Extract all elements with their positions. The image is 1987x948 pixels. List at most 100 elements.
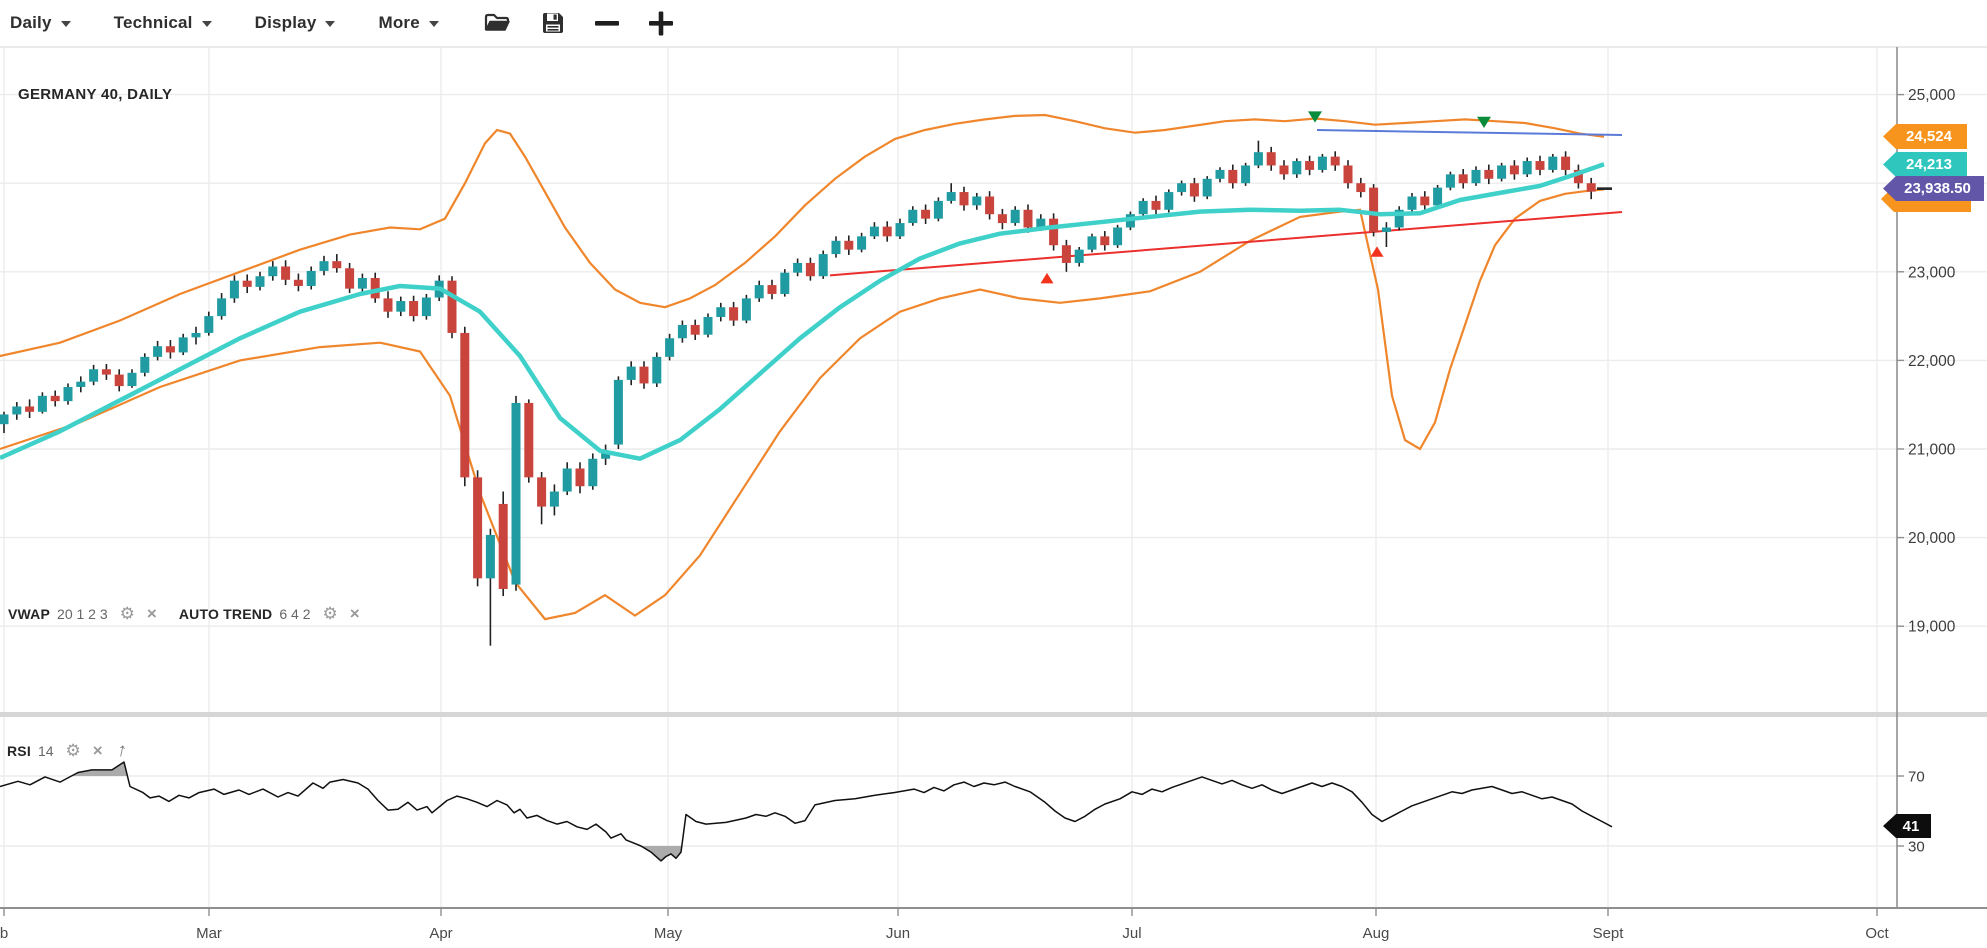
auto-trend-settings-gear-icon[interactable]: ⚙ <box>322 604 338 623</box>
candle-body[interactable] <box>345 268 355 289</box>
candle-body[interactable] <box>229 280 239 299</box>
candle-body[interactable] <box>857 236 867 250</box>
menu-more[interactable]: More <box>378 13 439 33</box>
candle-body[interactable] <box>575 468 585 487</box>
candle-body[interactable] <box>498 503 508 589</box>
candle-body[interactable] <box>844 240 854 250</box>
candle-body[interactable] <box>921 209 931 219</box>
candle-body[interactable] <box>1074 249 1084 263</box>
candle-body[interactable] <box>1228 169 1238 184</box>
candle-body[interactable] <box>959 192 969 206</box>
auto-trend-resistance[interactable] <box>1316 129 1623 137</box>
candle-body[interactable] <box>485 534 495 579</box>
candle-body[interactable] <box>805 262 815 277</box>
candle-body[interactable] <box>140 356 150 373</box>
time-tick-label[interactable]: Jul <box>1122 925 1141 942</box>
candle-body[interactable] <box>869 226 879 237</box>
candle-body[interactable] <box>793 262 803 273</box>
candle-body[interactable] <box>114 374 124 387</box>
candle-body[interactable] <box>1113 227 1123 246</box>
auto-trend-support[interactable] <box>829 210 1623 277</box>
candle-body[interactable] <box>1522 161 1532 175</box>
candles[interactable] <box>0 140 1596 646</box>
candle-body[interactable] <box>12 406 22 415</box>
candle-body[interactable] <box>383 298 393 312</box>
candle-body[interactable] <box>741 298 751 321</box>
candle-body[interactable] <box>76 381 86 387</box>
menu-technical[interactable]: Technical <box>114 13 213 33</box>
candle-body[interactable] <box>255 276 265 287</box>
candle-body[interactable] <box>1010 209 1020 224</box>
menu-display[interactable]: Display <box>255 13 337 33</box>
candle-body[interactable] <box>1561 156 1571 170</box>
candle-body[interactable] <box>306 270 316 286</box>
candle-body[interactable] <box>357 278 367 289</box>
candle-body[interactable] <box>153 346 163 357</box>
candle-body[interactable] <box>895 223 905 237</box>
candle-body[interactable] <box>293 279 303 286</box>
candle-body[interactable] <box>985 196 995 215</box>
candle-body[interactable] <box>716 307 726 317</box>
candle-body[interactable] <box>1164 192 1174 210</box>
candle-body[interactable] <box>1586 183 1596 192</box>
candle-body[interactable] <box>537 477 547 507</box>
candle-body[interactable] <box>1573 169 1583 184</box>
candle-body[interactable] <box>1407 196 1417 210</box>
candle-body[interactable] <box>703 316 713 335</box>
candle-body[interactable] <box>1087 236 1097 250</box>
candle-body[interactable] <box>1535 161 1545 170</box>
candle-body[interactable] <box>1253 152 1263 166</box>
candle-body[interactable] <box>1023 209 1033 228</box>
panel-divider[interactable] <box>0 712 1987 717</box>
candle-body[interactable] <box>613 379 623 445</box>
candle-body[interactable] <box>1138 200 1148 215</box>
candle-body[interactable] <box>101 369 111 375</box>
time-tick-label[interactable]: Mar <box>196 925 222 942</box>
candle-body[interactable] <box>89 369 99 382</box>
candle-body[interactable] <box>1343 165 1353 184</box>
time-tick-label[interactable]: Aug <box>1363 925 1390 942</box>
candle-body[interactable] <box>1369 187 1379 232</box>
candle-body[interactable] <box>127 372 137 387</box>
candle-body[interactable] <box>908 209 918 224</box>
candle-body[interactable] <box>396 301 406 312</box>
candle-body[interactable] <box>1202 178 1212 197</box>
candle-body[interactable] <box>933 200 943 219</box>
candle-body[interactable] <box>1471 169 1481 184</box>
time-tick-label[interactable]: Apr <box>429 925 452 942</box>
candle-body[interactable] <box>1433 187 1443 206</box>
time-tick-label[interactable]: Oct <box>1865 925 1889 942</box>
candle-body[interactable] <box>281 266 291 280</box>
time-tick-label[interactable]: Jun <box>886 925 910 942</box>
vwap-settings-gear-icon[interactable]: ⚙ <box>119 604 135 623</box>
candle-body[interactable] <box>25 406 35 412</box>
menu-daily[interactable]: Daily <box>10 13 72 33</box>
candle-body[interactable] <box>1100 236 1110 246</box>
candle-body[interactable] <box>549 491 559 507</box>
candle-body[interactable] <box>1292 161 1302 175</box>
candle-body[interactable] <box>626 366 636 380</box>
candle-body[interactable] <box>1151 200 1161 210</box>
candle-body[interactable] <box>217 298 227 317</box>
candle-body[interactable] <box>946 192 956 201</box>
candle-body[interactable] <box>370 278 380 299</box>
auto-trend-lines[interactable] <box>829 129 1623 277</box>
candle-body[interactable] <box>831 240 841 255</box>
candle-body[interactable] <box>1420 196 1430 206</box>
candle-body[interactable] <box>652 356 662 384</box>
candle-body[interactable] <box>1049 218 1059 246</box>
candle-body[interactable] <box>1484 169 1494 179</box>
candle-body[interactable] <box>677 324 687 339</box>
candle-body[interactable] <box>473 477 483 579</box>
candle-body[interactable] <box>1458 174 1468 184</box>
candle-body[interactable] <box>319 261 329 271</box>
candle-body[interactable] <box>1061 245 1071 263</box>
candle-body[interactable] <box>780 272 790 294</box>
candle-body[interactable] <box>409 301 419 317</box>
candle-body[interactable] <box>1445 174 1455 188</box>
candle-body[interactable] <box>242 280 252 287</box>
candle-body[interactable] <box>178 337 188 353</box>
candle-body[interactable] <box>639 366 649 384</box>
candle-body[interactable] <box>665 338 675 357</box>
